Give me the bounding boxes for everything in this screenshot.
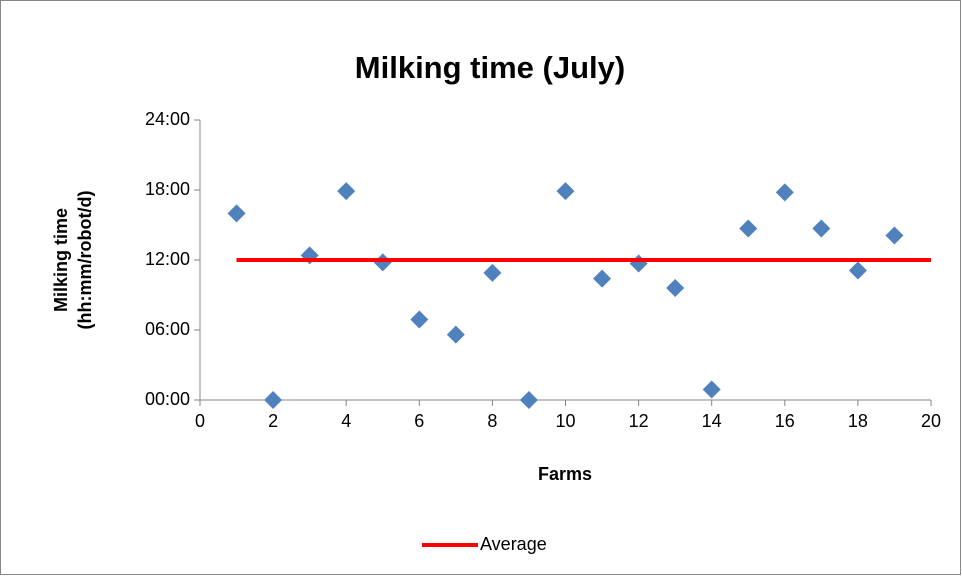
data-point <box>264 391 283 409</box>
data-point <box>519 391 538 409</box>
data-point <box>666 279 685 297</box>
y-tick-label: 06:00 <box>145 319 190 339</box>
data-point <box>337 182 356 201</box>
y-tick-label: 24:00 <box>145 109 190 129</box>
x-tick-label: 0 <box>195 411 205 431</box>
x-tick-label: 12 <box>629 411 649 431</box>
data-point <box>848 261 867 280</box>
y-tick-label: 12:00 <box>145 249 190 269</box>
x-axis-label: Farms <box>538 464 592 484</box>
y-tick-label: 18:00 <box>145 179 190 199</box>
data-point <box>885 226 904 245</box>
x-tick-label: 6 <box>414 411 424 431</box>
data-point <box>483 263 502 282</box>
x-tick-label: 2 <box>268 411 278 431</box>
y-axis-label-line: (hh:mm/robot/d) <box>75 191 95 330</box>
x-tick-label: 18 <box>848 411 868 431</box>
x-tick-label: 8 <box>487 411 497 431</box>
data-point <box>446 325 465 344</box>
data-point <box>739 219 758 238</box>
y-axis-label-line: Milking time <box>51 208 71 312</box>
y-axis-label: Milking time (hh:mm/robot/d) <box>51 191 95 330</box>
data-point <box>812 219 831 238</box>
x-tick-label: 20 <box>921 411 941 431</box>
x-tick-label: 14 <box>702 411 722 431</box>
x-tick-label: 16 <box>775 411 795 431</box>
data-point <box>300 246 319 265</box>
data-point <box>593 269 612 288</box>
data-point <box>775 183 794 202</box>
legend-label: Average <box>480 534 547 554</box>
y-tick-label: 00:00 <box>145 389 190 409</box>
chart-title: Milking time (July) <box>355 50 625 85</box>
data-point <box>702 380 721 399</box>
x-tick-label: 10 <box>555 411 575 431</box>
x-tick-label: 4 <box>341 411 351 431</box>
data-point <box>410 310 429 329</box>
data-point <box>373 253 392 272</box>
data-point <box>556 182 575 201</box>
data-point <box>227 204 246 223</box>
